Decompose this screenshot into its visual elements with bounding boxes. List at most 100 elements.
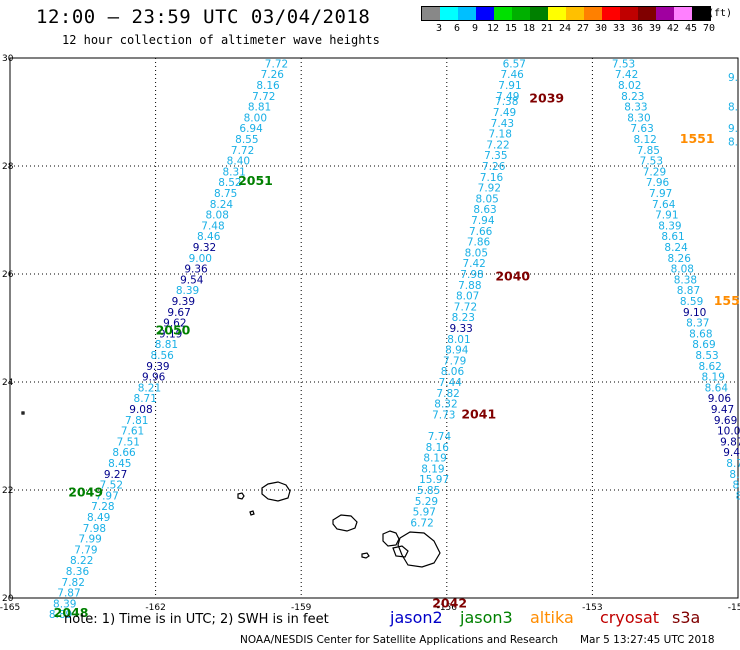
wave-height-value: 8.31 [222, 166, 245, 178]
pass-number-label: 2042 [432, 595, 467, 610]
wave-height-value: 9.10 [683, 307, 706, 319]
pass-number-label: 2040 [495, 269, 530, 284]
wave-height-value: 8.62 [698, 361, 721, 373]
wave-height-value: 7.97 [649, 188, 672, 200]
wave-height-value: 9.36 [184, 264, 208, 276]
wave-height-value: 8.68 [689, 328, 712, 340]
wave-height-value: 7.72 [231, 145, 254, 157]
legend-tick-label: 3 [435, 23, 443, 34]
legend-swatch [548, 7, 566, 20]
wave-height-value: 7.26 [482, 161, 506, 173]
footer-note: note: 1) Time is in UTC; 2) SWH is in fe… [64, 612, 329, 627]
wave-height-value: 6.94 [239, 123, 263, 135]
wave-height-value: 7.18 [489, 129, 512, 141]
wave-height-value: 8.24 [210, 199, 234, 211]
wave-height-value: 8.49 [87, 512, 110, 524]
wave-height-value: 7.61 [121, 426, 144, 438]
wave-height-value: 7.49 [496, 91, 519, 103]
wave-height-value: 8.01 [447, 334, 470, 346]
wave-height-value: 7.44 [439, 377, 463, 389]
wave-height-value: 7.72 [265, 58, 288, 70]
legend-swatch [494, 7, 512, 20]
wave-height-value: 8.40 [227, 156, 250, 168]
longitude-tick-label: -150 [728, 603, 740, 613]
wave-height-value: 7.79 [74, 544, 97, 556]
wave-height-value: 9.08 [129, 404, 152, 416]
wave-height-value: 9.33 [449, 323, 472, 335]
map-frame [9, 57, 739, 599]
wave-height-value: 8.61 [661, 231, 684, 243]
legend-swatch [566, 7, 584, 20]
wave-height-value: 8.63 [473, 204, 496, 216]
wave-height-value: 7.91 [498, 80, 521, 92]
wave-height-value: 8.75 [214, 188, 237, 200]
wave-height-value: 7.29 [643, 166, 666, 178]
island-kahoolawe [361, 552, 370, 559]
wave-height-value: 8.61 [732, 480, 740, 492]
legend-swatch [674, 7, 692, 20]
wave-height-value: 7.42 [462, 258, 485, 270]
wave-height-value: 8.30 [627, 112, 650, 124]
legend-tick-label: 30 [594, 23, 608, 34]
longitude-tick-label: -156 [437, 603, 458, 613]
pass-number-label: 2041 [461, 406, 496, 421]
wave-height-value: 7.16 [480, 172, 504, 184]
edge-wave-height-value: 9. [728, 123, 738, 135]
legend-swatch [638, 7, 656, 20]
edge-wave-height-value: 8. [728, 102, 738, 114]
wave-height-value: 8.79 [726, 458, 740, 470]
wave-height-value: 7.97 [95, 490, 118, 502]
wave-height-value: 8.23 [621, 91, 644, 103]
wave-height-value: 7.79 [443, 355, 466, 367]
wave-height-value: 5.97 [413, 507, 436, 519]
wave-height-value: 9.62 [163, 318, 186, 330]
map-subtitle: 12 hour collection of altimeter wave hei… [62, 33, 380, 47]
wave-height-value: 9.19 [159, 328, 182, 340]
latitude-tick-label: 22 [2, 486, 13, 496]
wave-height-value: 7.91 [655, 210, 678, 222]
wave-height-value: 8.05 [475, 193, 498, 205]
island-oahu [261, 481, 291, 502]
wave-height-value: 9.40 [723, 447, 740, 459]
legend-tick-label: 70 [702, 23, 716, 34]
legend-color-bar [421, 6, 711, 21]
wave-height-value: 7.86 [467, 237, 491, 249]
legend-tick-label: 27 [576, 23, 590, 34]
wave-height-value: 8.53 [695, 350, 718, 362]
wave-height-value: 9.96 [142, 372, 166, 384]
wave-height-value: 7.49 [493, 107, 516, 119]
wave-height-value: 7.73 [432, 409, 455, 421]
wave-height-value: 15.97 [419, 474, 449, 486]
wave-height-value: 9.39 [172, 296, 195, 308]
wave-height-value: 7.81 [125, 415, 148, 427]
longitude-tick-label: -165 [0, 603, 20, 613]
color-legend: 3 6 9 12 15 18 21 24 27 30 33 36 39 42 45 70 (ft) [421, 6, 732, 35]
wave-height-value: 7.82 [62, 577, 85, 589]
wave-height-value: 7.63 [630, 123, 653, 135]
wave-height-value: 8.32 [434, 399, 457, 411]
wave-height-value: 9.54 [180, 274, 204, 286]
wave-height-value: 7.42 [615, 69, 638, 81]
wave-height-value: 6.72 [410, 517, 433, 529]
legend-tick-label: 39 [648, 23, 662, 34]
wave-height-value: 7.85 [637, 145, 660, 157]
legend-tick-label: 33 [612, 23, 626, 34]
wave-height-value: 9.00 [189, 253, 212, 265]
wave-height-value: 8.36 [66, 566, 90, 578]
map-title: 12:00 – 23:59 UTC 03/04/2018 [36, 6, 371, 28]
latitude-tick-label: 20 [2, 594, 14, 604]
wave-height-value: 7.98 [460, 269, 483, 281]
wave-height-value: 7.74 [428, 431, 452, 443]
wave-height-value: 7.53 [640, 156, 663, 168]
wave-height-value: 8.66 [112, 447, 136, 459]
wave-height-value: 7.26 [261, 69, 285, 81]
wave-height-value: 7.46 [500, 69, 524, 81]
wave-height-value: 8.59 [680, 296, 703, 308]
wave-height-value: 8.94 [445, 345, 469, 357]
wave-height-value: 5.85 [417, 485, 440, 497]
latitude-tick-label: 24 [2, 378, 14, 388]
wave-height-value: 8.69 [692, 339, 715, 351]
wave-height-value: 8.38 [674, 274, 697, 286]
wave-height-value: 7.38 [495, 96, 518, 108]
